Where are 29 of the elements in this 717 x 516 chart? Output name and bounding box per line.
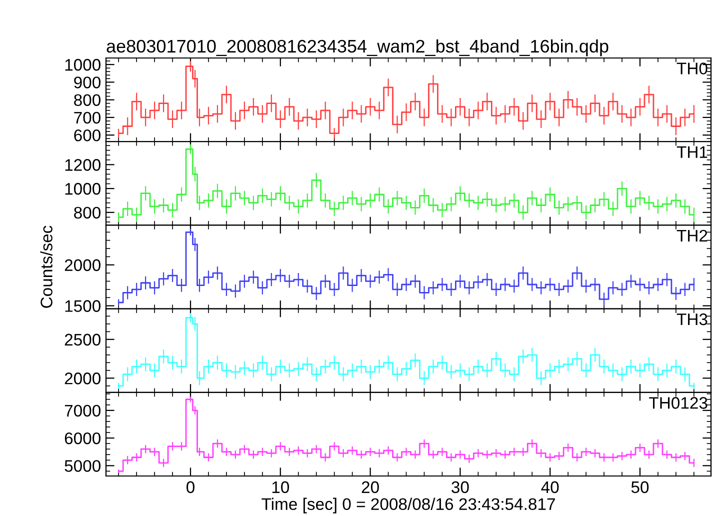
x-tick-label: 20 xyxy=(362,481,379,494)
x-tick-label: 30 xyxy=(452,481,469,494)
x-tick-label: 10 xyxy=(272,481,290,494)
y-tick-label: 1500 xyxy=(65,300,100,312)
annotation: TH0123 xyxy=(649,397,708,409)
y-tick-label: 1000 xyxy=(65,182,100,195)
y-tick-label: 6000 xyxy=(64,432,100,444)
x-tick-label: 0 xyxy=(186,481,194,494)
y-tick-label: 1200 xyxy=(65,159,100,171)
y-tick-label: 800 xyxy=(74,206,100,219)
y-tick-label: 600 xyxy=(74,129,100,142)
y-tick-label: 2000 xyxy=(64,259,100,272)
y-tick-label: 2500 xyxy=(64,334,100,346)
annotation: TH0 xyxy=(676,62,708,74)
y-tick-label: 5000 xyxy=(64,460,100,472)
annotation: TH1 xyxy=(676,146,708,158)
y-tick-label: 2000 xyxy=(64,372,100,384)
y-tick-label: 1000 xyxy=(65,58,100,71)
y-axis-title: Counts/sec xyxy=(40,226,52,308)
x-tick-label: 40 xyxy=(541,481,559,494)
y-tick-label: 900 xyxy=(74,76,100,88)
y-tick-label: 7000 xyxy=(64,404,100,417)
chart-title: ae803017010_20080816234354_wam2_bst_4band_16bin.qdp xyxy=(106,39,608,56)
y-tick-label: 700 xyxy=(74,112,100,124)
x-axis-title: Time [sec] 0 = 2008/08/16 23:43:54.817 xyxy=(262,498,555,514)
annotation: TH3 xyxy=(676,313,708,326)
annotation: TH2 xyxy=(676,230,708,242)
x-tick-label: 50 xyxy=(631,481,649,494)
y-tick-label: 800 xyxy=(74,94,100,106)
